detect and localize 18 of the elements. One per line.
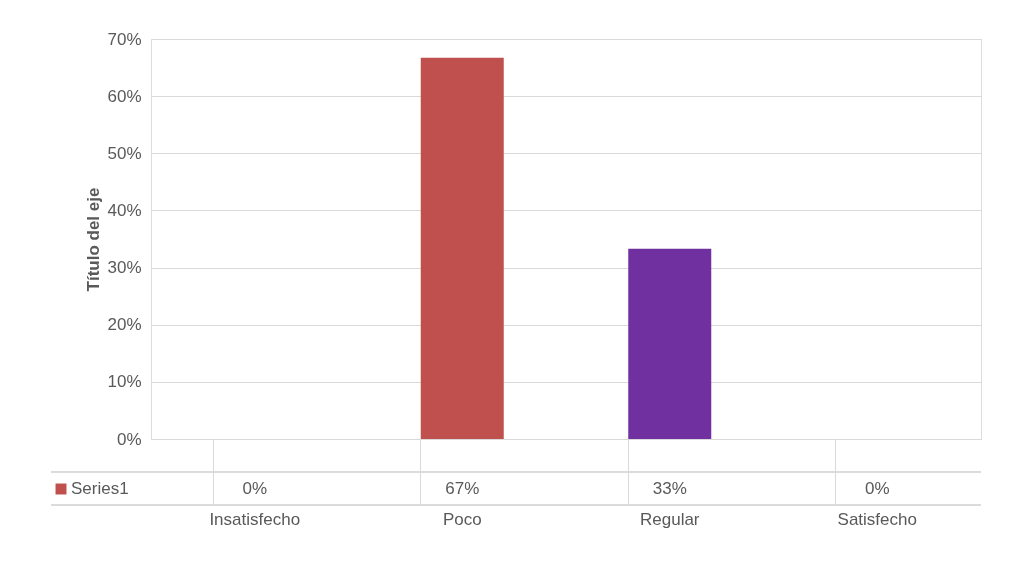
x-tick-label: Regular [639, 509, 700, 529]
y-tick-label: 40% [107, 200, 142, 220]
y-axis-title: Título del eje [84, 187, 104, 292]
data-label: 0% [242, 479, 268, 498]
data-label: 0% [864, 479, 890, 498]
data-label: 33% [652, 479, 687, 498]
legend-label: Series1 [71, 479, 129, 498]
data-label: 67% [445, 479, 480, 498]
y-tick-label: 0% [116, 429, 142, 449]
y-tick-label: 20% [107, 315, 142, 335]
x-tick-label: Insatisfecho [209, 509, 301, 529]
y-tick-label: 50% [107, 143, 142, 163]
y-tick-label: 60% [107, 86, 142, 106]
x-tick-label: Satisfecho [837, 509, 917, 529]
x-tick-label: Poco [442, 509, 482, 529]
y-tick-label: 70% [107, 29, 142, 49]
y-tick-label: 30% [107, 258, 142, 278]
y-tick-label: 10% [107, 372, 142, 392]
